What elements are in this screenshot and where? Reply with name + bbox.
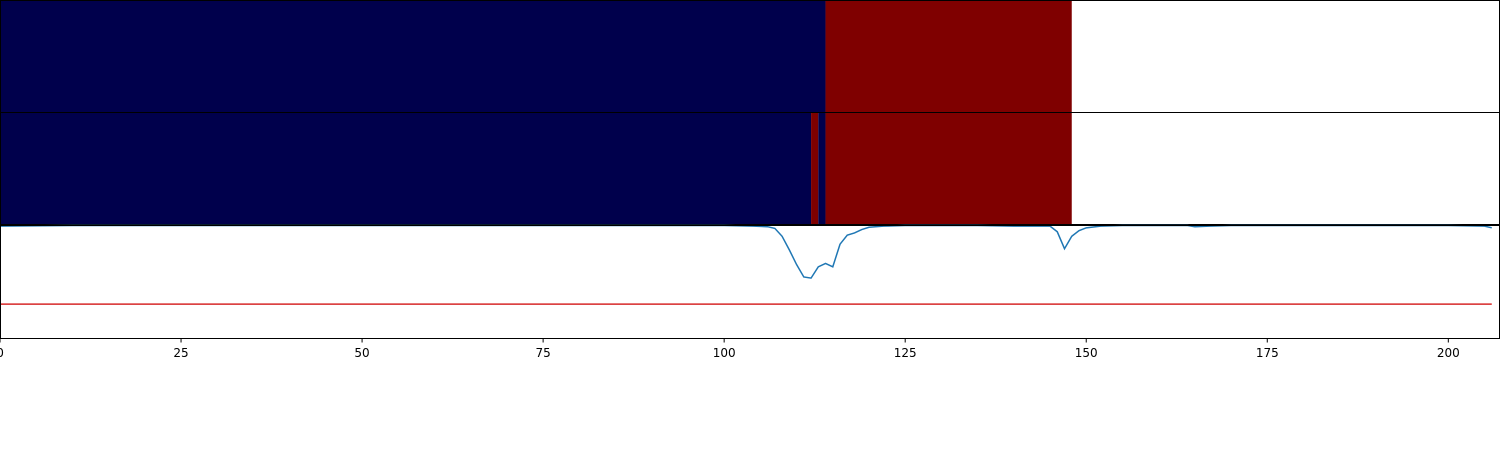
heatmap-row-0-segment-0 — [0, 1, 826, 113]
x-tick-label-100: 100 — [713, 346, 736, 360]
heatmap-row-0-segment-1 — [825, 1, 1072, 113]
x-tick-label-125: 125 — [894, 346, 917, 360]
heatmap-rows — [0, 0, 1500, 225]
heatmap-row-1-segment-2 — [818, 113, 826, 225]
x-axis: 0 25 50 75 100 125 150 175 200 — [0, 338, 1460, 360]
heatmap-row-1-segment-1 — [811, 113, 819, 225]
x-tick-label-175: 175 — [1256, 346, 1279, 360]
x-tick-label-200: 200 — [1437, 346, 1460, 360]
x-tick-label-75: 75 — [535, 346, 550, 360]
x-tick-label-0: 0 — [0, 346, 4, 360]
x-tick-label-150: 150 — [1075, 346, 1098, 360]
heatmap-row-1-segment-3 — [825, 113, 1072, 225]
x-tick-label-25: 25 — [173, 346, 188, 360]
heatmap-row-1-segment-0 — [0, 113, 812, 225]
x-tick-label-50: 50 — [354, 346, 369, 360]
